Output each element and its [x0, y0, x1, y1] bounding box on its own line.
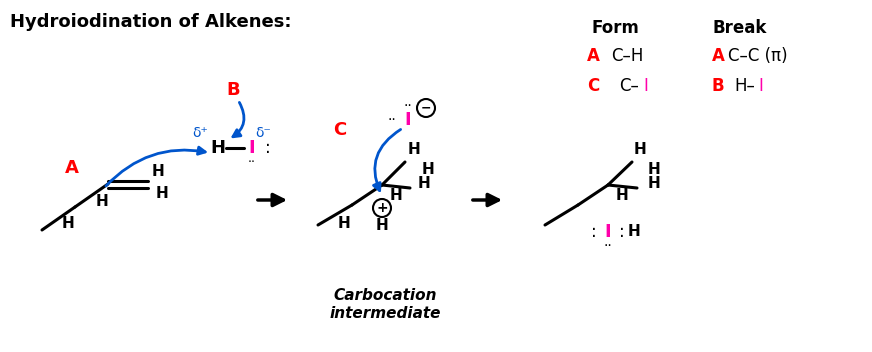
Text: H: H [155, 186, 168, 201]
Text: H: H [62, 216, 74, 232]
Text: C: C [587, 77, 599, 95]
Text: H–: H– [734, 77, 755, 95]
Text: H: H [337, 215, 351, 231]
Text: H: H [152, 163, 165, 178]
Text: I: I [249, 139, 255, 157]
Text: :: : [265, 139, 271, 157]
Text: A: A [587, 47, 599, 65]
Text: I: I [604, 223, 611, 241]
Text: H: H [96, 195, 108, 209]
Text: I: I [643, 77, 648, 95]
Text: H: H [418, 176, 431, 191]
Text: C: C [333, 121, 347, 139]
Text: B: B [226, 81, 240, 99]
Text: ⋅⋅: ⋅⋅ [404, 99, 412, 113]
Text: :: : [591, 223, 596, 241]
Text: H: H [634, 142, 646, 157]
Text: C–C (π): C–C (π) [728, 47, 787, 65]
Text: H: H [616, 189, 629, 203]
FancyArrowPatch shape [373, 130, 400, 190]
Text: Carbocation: Carbocation [333, 288, 437, 302]
Text: I: I [405, 111, 412, 129]
Text: A: A [712, 47, 725, 65]
FancyArrowPatch shape [106, 147, 205, 186]
Text: Form: Form [591, 19, 639, 37]
Text: ⋅⋅: ⋅⋅ [388, 113, 397, 127]
Text: intermediate: intermediate [330, 306, 440, 321]
Text: δ⁻: δ⁻ [255, 126, 271, 140]
Text: H: H [422, 163, 435, 177]
Text: C–H: C–H [610, 47, 644, 65]
Text: H: H [210, 139, 226, 157]
Text: H: H [407, 142, 420, 157]
Text: +: + [376, 201, 388, 215]
Text: Hydroiodination of Alkenes:: Hydroiodination of Alkenes: [10, 13, 291, 31]
Text: B: B [712, 77, 725, 95]
Text: H: H [648, 176, 660, 191]
Text: A: A [65, 159, 79, 177]
Text: H: H [390, 189, 402, 203]
Text: −: − [421, 101, 432, 114]
Text: H: H [628, 225, 640, 239]
Text: ⋅⋅: ⋅⋅ [248, 156, 256, 169]
Text: :: : [619, 223, 625, 241]
Text: ⋅⋅: ⋅⋅ [603, 239, 612, 253]
Text: I: I [758, 77, 763, 95]
Text: δ⁺: δ⁺ [192, 126, 208, 140]
Text: C–: C– [619, 77, 639, 95]
Text: H: H [376, 219, 388, 233]
Text: H: H [648, 163, 661, 177]
Text: Break: Break [712, 19, 767, 37]
FancyArrowPatch shape [233, 102, 244, 137]
